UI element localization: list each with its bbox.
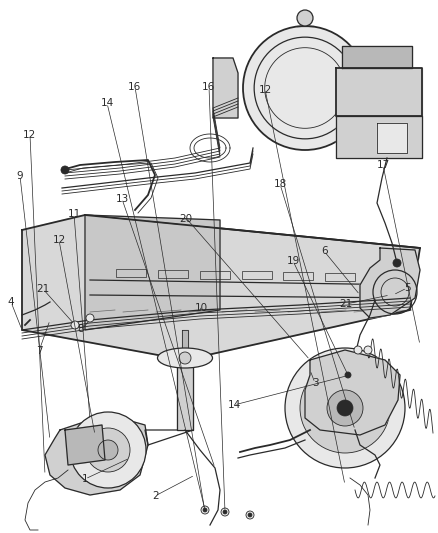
Circle shape	[248, 513, 252, 517]
Text: 7: 7	[36, 346, 43, 356]
Text: 20: 20	[180, 214, 193, 223]
Bar	[367, 274, 397, 282]
Text: 4: 4	[7, 297, 14, 307]
Circle shape	[393, 259, 401, 267]
Text: 14: 14	[101, 99, 114, 108]
Polygon shape	[65, 425, 105, 465]
Text: 11: 11	[68, 209, 81, 219]
Polygon shape	[336, 68, 422, 116]
Circle shape	[345, 372, 351, 378]
Bar	[116, 269, 146, 277]
Circle shape	[86, 314, 94, 322]
Polygon shape	[336, 116, 422, 158]
Text: 14: 14	[228, 400, 241, 410]
Text: 6: 6	[321, 246, 328, 255]
Polygon shape	[45, 418, 148, 495]
Circle shape	[364, 346, 372, 354]
Bar	[283, 272, 314, 280]
Bar	[200, 271, 230, 279]
Polygon shape	[305, 350, 400, 435]
Text: 17: 17	[377, 160, 390, 170]
Circle shape	[246, 511, 254, 519]
Circle shape	[221, 508, 229, 516]
Text: 5: 5	[404, 283, 411, 293]
Polygon shape	[177, 365, 193, 430]
Polygon shape	[182, 330, 188, 365]
Text: 21: 21	[36, 285, 49, 294]
Circle shape	[201, 506, 209, 514]
Bar	[158, 270, 188, 278]
Text: 12: 12	[258, 85, 272, 94]
Text: 13: 13	[116, 194, 129, 204]
Circle shape	[70, 412, 146, 488]
Text: 16: 16	[202, 82, 215, 92]
Bar	[242, 271, 272, 279]
Circle shape	[297, 10, 313, 26]
Circle shape	[86, 428, 130, 472]
Text: 21: 21	[339, 299, 353, 309]
Circle shape	[98, 440, 118, 460]
Polygon shape	[342, 46, 412, 68]
Text: 1: 1	[82, 474, 89, 483]
Text: 18: 18	[274, 179, 287, 189]
Polygon shape	[360, 248, 420, 318]
Text: 9: 9	[16, 171, 23, 181]
Circle shape	[203, 508, 207, 512]
Circle shape	[300, 363, 390, 453]
Text: 10: 10	[195, 303, 208, 313]
Text: 2: 2	[152, 491, 159, 500]
Polygon shape	[22, 215, 420, 360]
Text: 19: 19	[287, 256, 300, 266]
Text: 12: 12	[23, 131, 36, 140]
Text: 16: 16	[128, 82, 141, 92]
Circle shape	[327, 390, 363, 426]
Circle shape	[179, 352, 191, 364]
Circle shape	[71, 321, 79, 329]
Text: 12: 12	[53, 235, 66, 245]
Bar	[325, 273, 355, 281]
Circle shape	[285, 348, 405, 468]
Circle shape	[223, 510, 227, 514]
Polygon shape	[213, 58, 238, 118]
Polygon shape	[377, 123, 407, 153]
Circle shape	[354, 346, 362, 354]
Ellipse shape	[158, 348, 212, 368]
Circle shape	[61, 166, 69, 174]
Polygon shape	[85, 215, 220, 330]
Text: 8: 8	[78, 325, 85, 334]
Text: 3: 3	[312, 378, 319, 387]
Circle shape	[243, 26, 367, 150]
Circle shape	[337, 400, 353, 416]
